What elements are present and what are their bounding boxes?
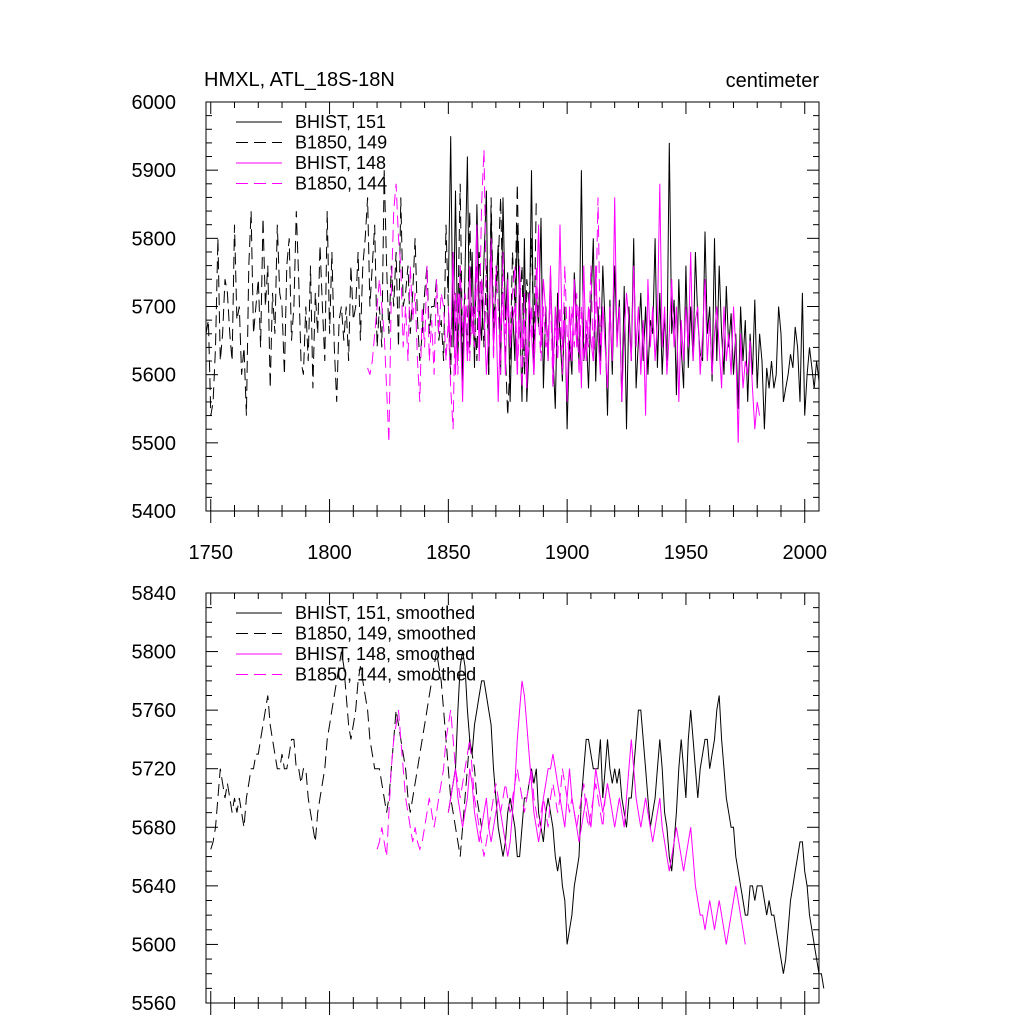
legend-label-1: B1850, 149 [295, 133, 387, 153]
top-series-group [205, 136, 820, 443]
y-tick-label: 5500 [132, 433, 177, 455]
legend-label-0: BHIST, 151 [295, 112, 386, 132]
top-title-right: centimeter [726, 70, 820, 92]
x-tick-label: 1800 [307, 542, 352, 564]
y-tick-label: 5760 [132, 700, 177, 722]
x-tick-label: 2000 [782, 542, 827, 564]
legend-label-1: B1850, 149, smoothed [295, 624, 476, 644]
series-line-1-0 [447, 651, 825, 989]
x-tick-label: 1900 [545, 542, 590, 564]
x-tick-label: 1950 [664, 542, 709, 564]
series-line-1-1 [210, 651, 483, 857]
series-line-0-2 [447, 183, 761, 443]
y-tick-label: 5720 [132, 759, 177, 781]
y-tick-label: 5700 [132, 297, 177, 319]
legend-label-3: B1850, 144, smoothed [295, 665, 476, 685]
y-tick-label: 5560 [132, 993, 177, 1015]
y-tick-label: 5680 [132, 817, 177, 839]
legend-label-2: BHIST, 148 [295, 153, 386, 173]
y-tick-label: 5640 [132, 876, 177, 898]
bottom-axis-ticks: 5560 5600 5640 5680 5720 5760 5800 5840 [132, 583, 819, 1015]
y-tick-label: 5800 [132, 228, 177, 250]
y-tick-label: 5900 [132, 160, 177, 182]
y-tick-label: 5800 [132, 642, 177, 664]
y-tick-label: 6000 [132, 92, 177, 114]
legend-label-0: BHIST, 151, smoothed [295, 603, 475, 623]
x-tick-label: 1750 [189, 542, 234, 564]
top-title-left: HMXL, ATL_18S-18N [204, 69, 395, 91]
series-line-1-3 [376, 710, 608, 857]
legend-label-3: B1850, 144 [295, 174, 387, 194]
series-line-0-0 [447, 136, 820, 430]
y-tick-label: 5600 [132, 934, 177, 956]
y-tick-label: 5840 [132, 583, 177, 605]
bottom-series-group [210, 651, 825, 989]
legend-label-2: BHIST, 148, smoothed [295, 644, 475, 664]
y-tick-label: 5400 [132, 501, 177, 523]
y-tick-label: 5600 [132, 365, 177, 387]
top-axis-ticks: 1750 1800 1850 1900 1950 2000 5400 5500 5600 5700… [132, 92, 827, 564]
bottom-panel: 5560 5600 5640 5680 5720 5760 5800 5840 BHIST, … [132, 583, 825, 1015]
top-panel: HMXL, ATL_18S-18N centimeter 1750 1800 185… [132, 69, 827, 564]
x-tick-label: 1850 [426, 542, 471, 564]
series-line-1-2 [447, 680, 746, 945]
series-line-0-3 [367, 149, 604, 443]
